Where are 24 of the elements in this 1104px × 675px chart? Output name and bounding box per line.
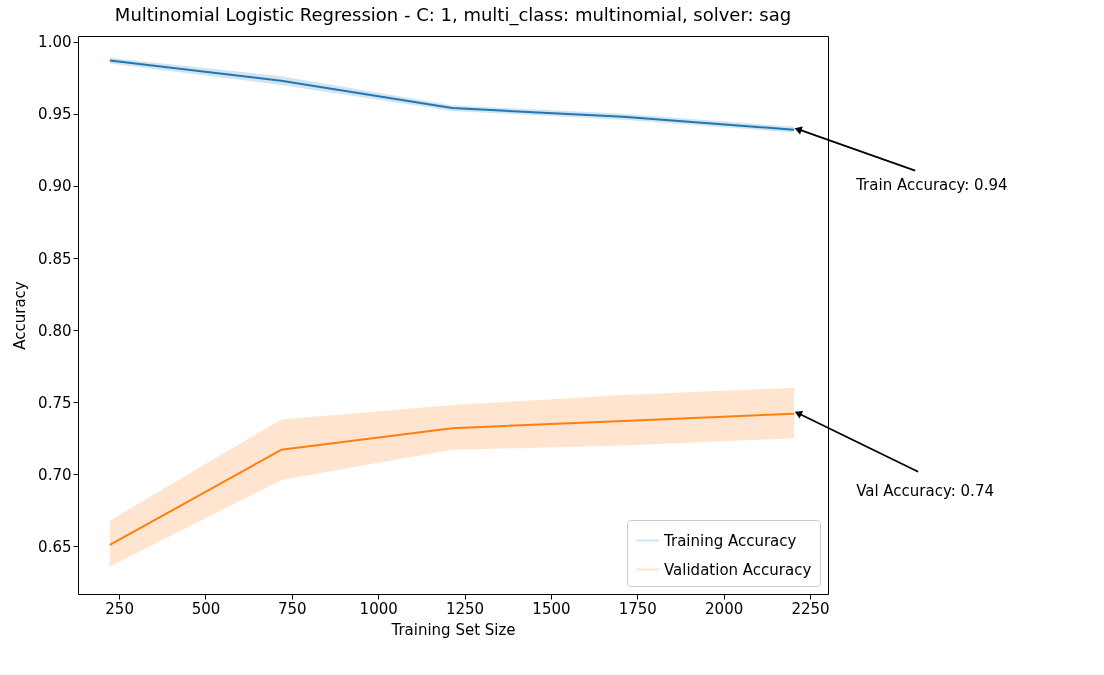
x-tick-label: 250 [105, 599, 134, 618]
x-tick-label: 1500 [532, 599, 571, 618]
x-tick-label: 1000 [359, 599, 398, 618]
chart-title: Multinomial Logistic Regression - C: 1, multi_class: multinomial, solver: sag [114, 3, 792, 26]
y-tick-label: 0.95 [38, 105, 72, 124]
y-axis-title: Accuracy [11, 281, 30, 350]
y-tick-label: 0.65 [38, 537, 72, 556]
annotation: Val Accuracy: 0.74 [856, 481, 994, 500]
y-tick-label: 1.00 [38, 33, 72, 52]
x-tick-label: 2000 [705, 599, 744, 618]
annotation: Train Accuracy: 0.94 [855, 175, 1008, 194]
x-tick-label: 500 [191, 599, 221, 618]
x-tick-label: 1750 [618, 599, 657, 618]
y-tick-label: 0.80 [38, 321, 72, 340]
y-tick-label: 0.70 [38, 465, 72, 484]
y-tick-label: 0.75 [38, 393, 72, 412]
x-tick-label: 750 [278, 599, 307, 618]
y-tick-label: 0.90 [38, 177, 72, 196]
x-tick-label: 1250 [445, 599, 485, 618]
x-tick-label: 2250 [791, 599, 830, 618]
legend-label: Training Accuracy [663, 531, 797, 550]
legend-label: Validation Accuracy [664, 560, 812, 579]
x-axis-title: Training Set Size [390, 620, 516, 639]
y-tick-label: 0.85 [38, 249, 72, 268]
